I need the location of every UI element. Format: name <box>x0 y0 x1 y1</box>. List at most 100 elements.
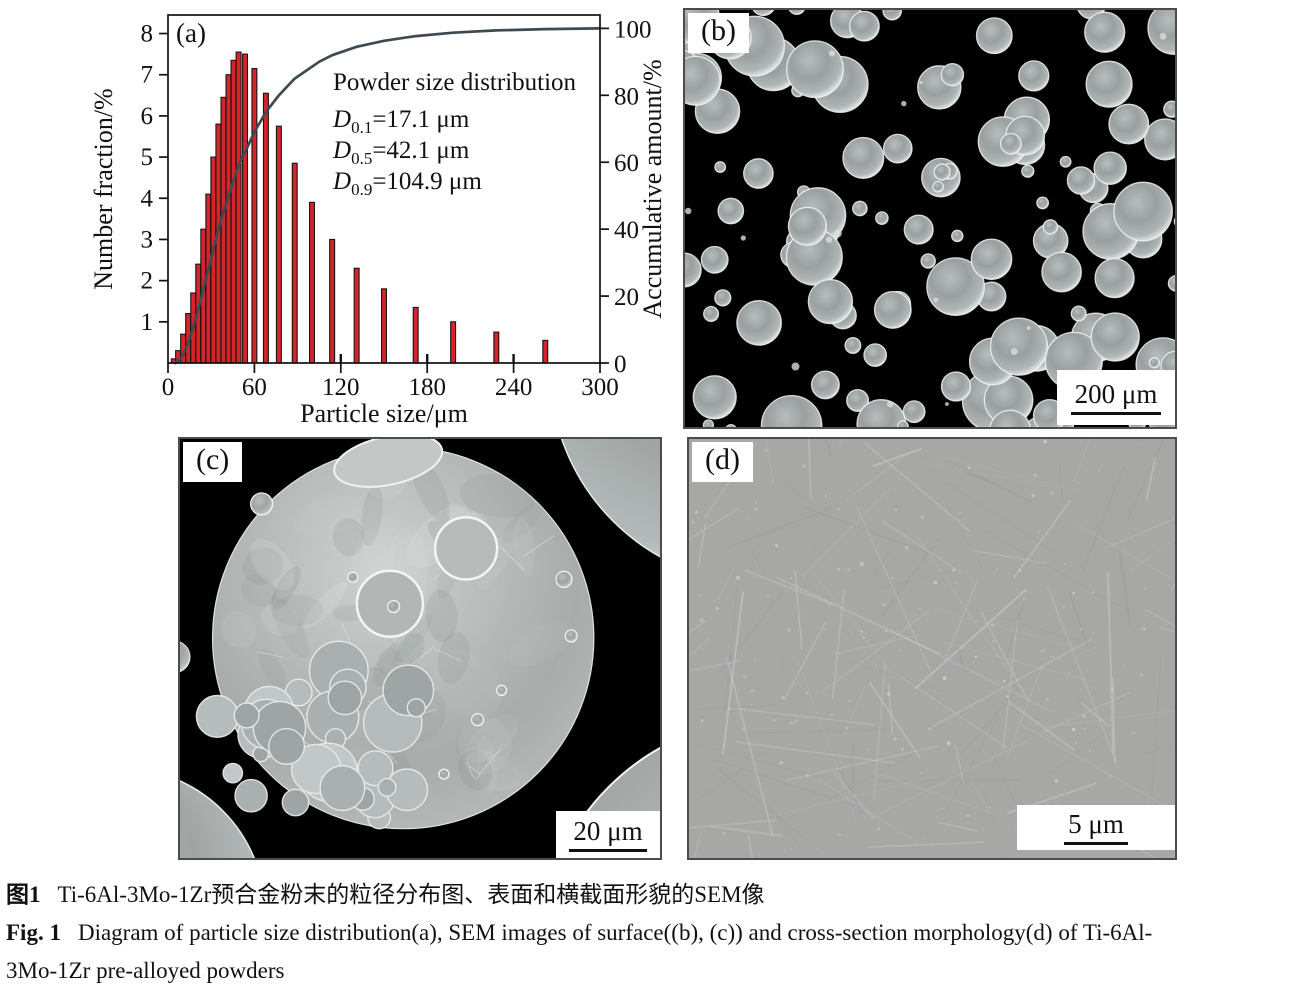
bright-speck <box>1097 469 1101 473</box>
martensite-lath-dark <box>947 459 1034 504</box>
panel-b-label: (b) <box>688 13 749 53</box>
powder-particle <box>940 62 965 87</box>
powder-particle <box>1085 60 1133 108</box>
martensite-needle <box>778 775 936 816</box>
bright-speck <box>918 607 921 610</box>
bright-speck <box>838 507 841 510</box>
bright-speck <box>1142 627 1146 631</box>
powder-particle <box>1094 257 1135 299</box>
martensite-needle <box>1002 620 1018 750</box>
histogram-bar <box>412 306 419 364</box>
surface-ridge-line <box>408 644 436 668</box>
bright-speck <box>691 520 695 524</box>
martensite-needle <box>834 633 922 655</box>
y-right-tick-label: 0 <box>614 351 627 378</box>
martensite-needle <box>689 636 712 658</box>
caption-english-label: Fig. 1 <box>6 920 61 945</box>
powder-particle <box>736 300 782 346</box>
martensite-needle <box>842 684 867 737</box>
surface-texture-blotch <box>242 547 284 585</box>
martensite-needle <box>797 659 857 822</box>
bright-speck <box>1075 742 1077 744</box>
martensite-lath-dark <box>699 702 801 711</box>
bright-speck <box>990 623 995 627</box>
martensite-lath-dark <box>852 743 855 795</box>
bright-speck <box>895 509 897 511</box>
bright-speck <box>700 719 704 722</box>
martensite-lath-dark <box>714 759 854 806</box>
bright-speck <box>741 727 745 731</box>
bright-speck <box>755 501 757 504</box>
martensite-lath-dark <box>1081 466 1125 572</box>
martensite-lath-dark <box>987 745 1017 803</box>
bright-speck <box>875 664 877 666</box>
y-left-tick-label: 5 <box>141 144 154 171</box>
powder-particle <box>846 388 870 413</box>
martensite-needle <box>1129 537 1175 572</box>
bright-speck <box>933 580 938 585</box>
bright-speck <box>954 582 957 585</box>
y-right-axis-title: Accumulative amount/% <box>638 59 667 318</box>
martensite-lath-dark <box>1050 729 1108 774</box>
bright-speck <box>959 511 962 514</box>
martensite-needle <box>882 521 963 574</box>
martensite-needle <box>971 549 1047 564</box>
x-axis-title: Particle size/μm <box>300 399 468 428</box>
bright-speck <box>1041 649 1045 653</box>
martensite-needle <box>1160 627 1175 633</box>
martensite-needle <box>944 579 979 661</box>
martensite-needle <box>785 745 938 781</box>
martensite-lath-dark <box>1149 656 1162 816</box>
powder-particle <box>940 371 972 402</box>
powder-particle <box>882 133 913 164</box>
bright-speck <box>1137 443 1140 446</box>
martensite-needle <box>832 771 876 821</box>
martensite-needle <box>1106 517 1175 548</box>
martensite-lath-dark <box>777 528 822 680</box>
particle-size-chart: 0 60 120 180 240 30012345678020406080100Numbe… <box>89 14 667 428</box>
powder-fines-speck <box>1159 32 1167 40</box>
martensite-lath-dark <box>848 659 945 693</box>
martensite-needle <box>1046 586 1118 764</box>
bright-speck <box>974 655 977 659</box>
histogram-bar <box>215 123 222 364</box>
powder-particle <box>752 10 775 17</box>
bright-speck <box>736 575 740 580</box>
bright-speck <box>1064 563 1067 565</box>
martensite-needle <box>890 629 1053 713</box>
martensite-lath-dark <box>1144 743 1175 755</box>
martensite-lath-dark <box>880 538 940 618</box>
martensite-needle <box>980 610 1029 702</box>
martensite-needle <box>1022 724 1175 812</box>
y-right-tick-label: 60 <box>614 150 639 177</box>
bright-speck <box>743 675 747 679</box>
histogram-bar <box>542 339 549 364</box>
bright-speck <box>992 640 995 643</box>
surface-texture-blotch <box>241 574 276 607</box>
bright-speck <box>750 703 753 706</box>
powder-particle <box>903 214 934 245</box>
martensite-needle <box>932 638 1093 728</box>
martensite-lath-dark <box>942 715 1000 817</box>
martensite-needle <box>887 682 894 736</box>
caption-english-line: Fig. 1 Diagram of particle size distribut… <box>6 914 1300 952</box>
bright-speck <box>920 772 923 774</box>
surface-texture-blotch <box>477 528 516 590</box>
martensite-needle <box>733 707 876 726</box>
powder-particle <box>1144 118 1175 161</box>
bright-speck <box>1018 568 1022 573</box>
x-axis-inner-tick <box>512 354 515 363</box>
bright-speck <box>847 568 850 571</box>
surface-texture-blotch <box>508 621 576 667</box>
surface-ridge-line <box>499 545 525 571</box>
powder-particle <box>873 290 912 329</box>
panel-b-sem-powder-overview: (b) 200 μm <box>683 8 1177 429</box>
martensite-needle <box>818 778 917 843</box>
bright-speck <box>805 774 809 778</box>
martensite-needle <box>801 558 831 625</box>
martensite-needle <box>693 833 701 858</box>
y-left-tick-label: 2 <box>141 268 154 295</box>
bright-speck <box>790 577 792 580</box>
powder-particle <box>703 305 720 322</box>
bright-speck <box>1072 728 1076 732</box>
